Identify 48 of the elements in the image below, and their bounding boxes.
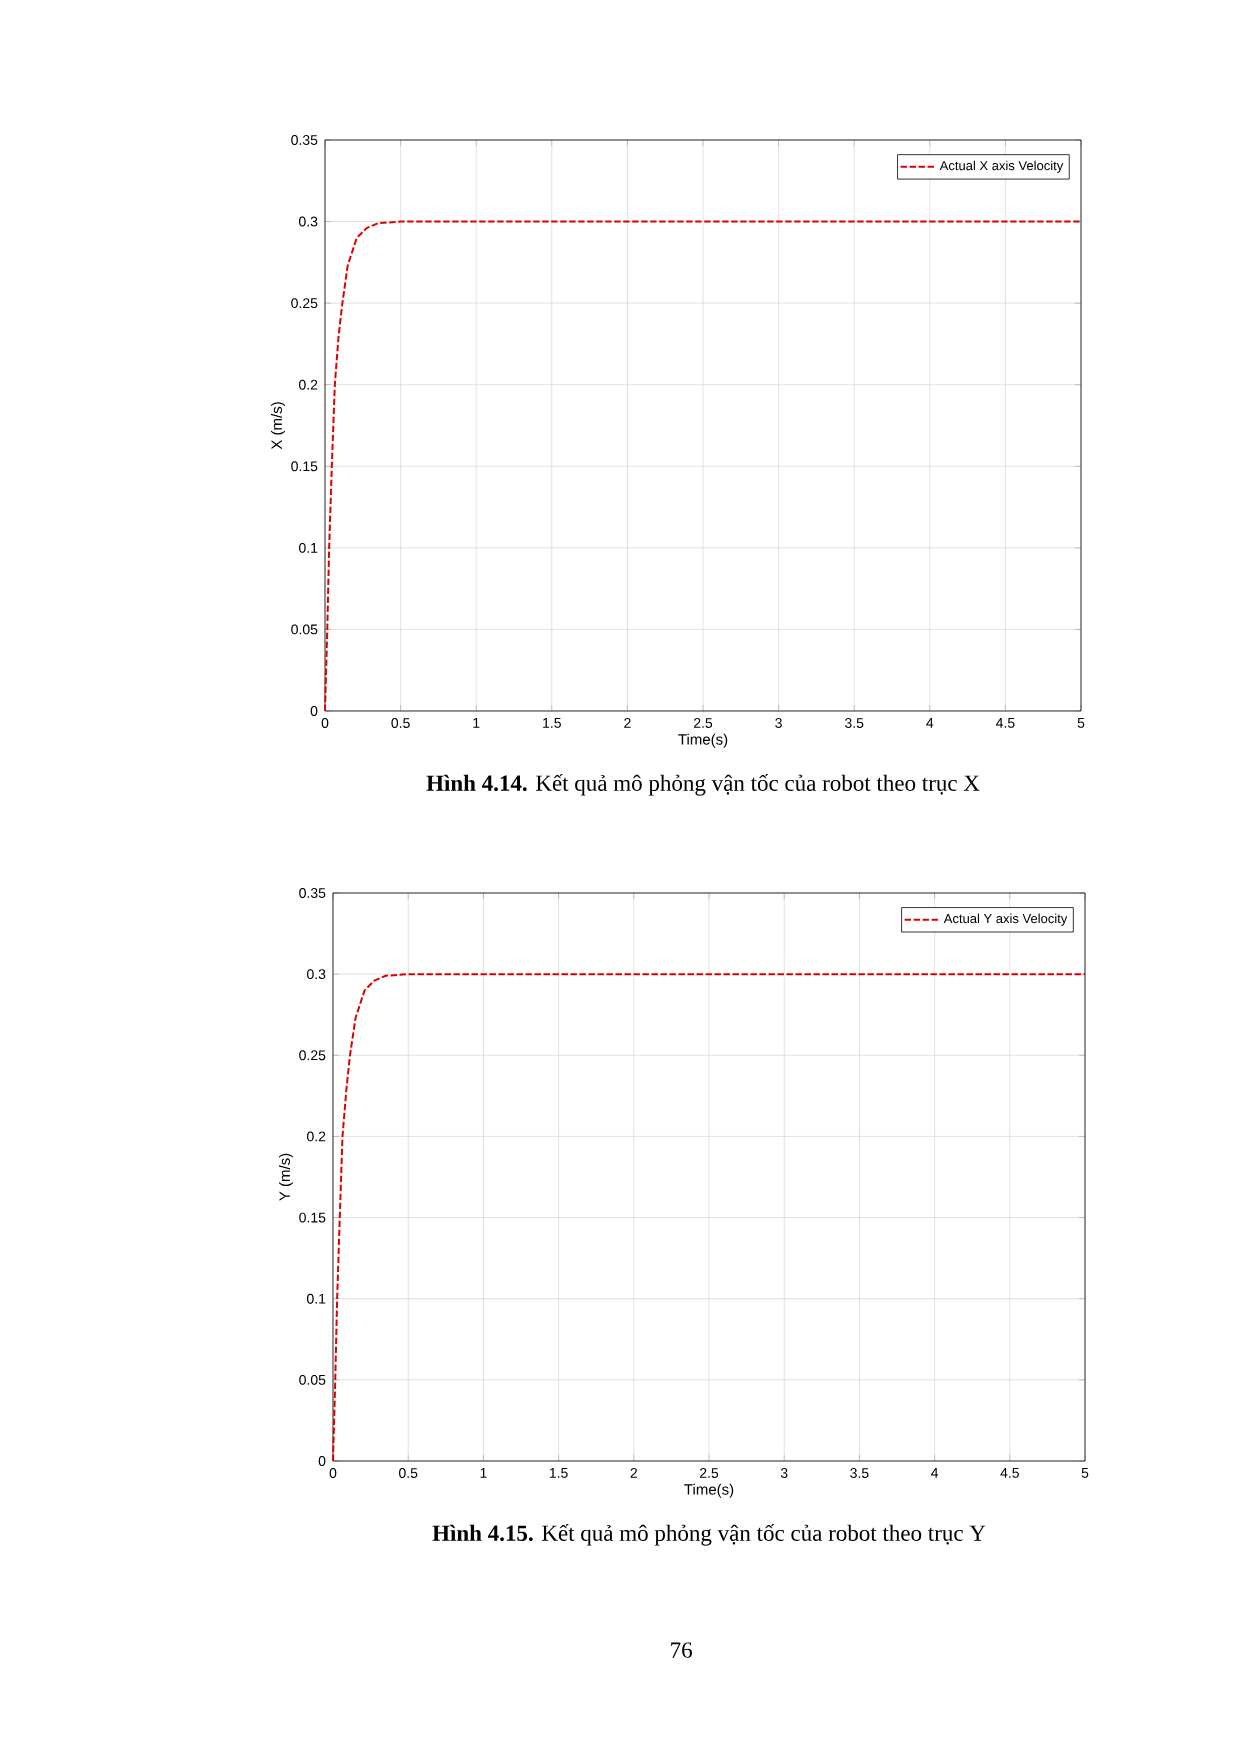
x-tick-label: 5 [1077,718,1085,728]
x-tick-label: 2 [624,718,631,728]
x-tick-label: 0 [329,1468,337,1478]
y-tick-label: 0.35 [299,888,326,898]
y-tick-label: 0.2 [307,1131,326,1142]
y-tick-label: 0.15 [291,461,318,472]
x-axis-title: Time(s) [684,1483,734,1498]
y-tick-label: 0.1 [307,1293,326,1304]
line-series [324,220,1082,712]
x-tick-label: 1.5 [549,1468,568,1478]
x-tick-label: 5 [1081,1468,1089,1478]
x-axis-title: Time(s) [678,733,728,748]
x-tick-label: 1 [473,718,480,728]
text: Hình 4.15. Kết quả mô phỏng vận tốc của robot theo trục Y [432,1524,986,1546]
y-tick-label: 0 [318,1456,326,1466]
x-tick-label: 2 [630,1468,637,1478]
legend-label: Actual X axis Velocity [939,160,1064,173]
x-tick-label: 4.5 [1000,1468,1019,1478]
y-axis-title: X (m/s) [271,402,285,450]
y-tick-label: 0.15 [299,1212,326,1223]
legend-label: Actual Y axis Velocity [943,913,1068,926]
x-tick-label: 4 [931,1468,939,1478]
y-tick-label: 0.1 [299,542,318,553]
x-tick-label: 4 [926,718,934,728]
x-tick-label: 4.5 [995,718,1015,728]
y-tick-label: 0.3 [307,969,326,980]
text: 76 [671,1642,692,1658]
x-tick-label: 2.5 [699,1468,719,1478]
y-tick-label: 0.25 [299,1050,326,1061]
x-tick-label: 1.5 [543,718,561,728]
y-axis-title: Y (m/s) [279,1153,293,1201]
x-tick-label: 1 [480,1468,487,1478]
x-tick-label: 3 [775,718,782,728]
line-series [332,973,1087,1462]
text: Hình 4.14. Kết quả mô phỏng vận tốc của robot theo trục X [426,774,980,796]
y-tick-label: 0.35 [291,135,318,145]
y-tick-label: 0.05 [299,1374,326,1385]
x-tick-label: 3.5 [845,718,864,728]
y-tick-label: 0.3 [299,216,318,227]
y-tick-label: 0.05 [291,624,318,635]
x-tick-label: 3.5 [850,1468,869,1478]
y-tick-label: 0.2 [299,379,318,390]
y-tick-label: 0 [310,706,318,716]
x-tick-label: 3 [780,1468,788,1478]
x-tick-label: 0.5 [391,718,410,728]
y-tick-label: 0.25 [291,298,318,309]
x-tick-label: 2.5 [693,718,713,728]
x-tick-label: 0.5 [399,1468,418,1478]
